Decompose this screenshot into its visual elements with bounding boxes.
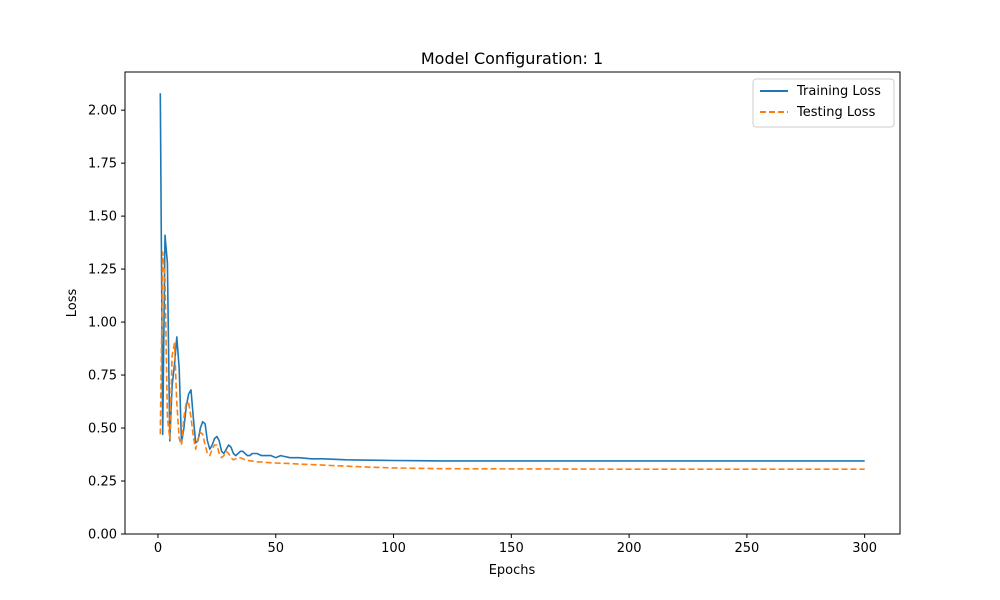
x-tick-label: 0 (154, 541, 162, 556)
x-tick-label: 250 (734, 541, 759, 556)
y-tick-label: 1.25 (88, 263, 117, 278)
series-line-testing-loss (159, 251, 865, 470)
plot-frame (124, 71, 901, 535)
y-tick-label: 0.00 (88, 528, 117, 543)
legend: Training Loss Testing Loss (752, 78, 895, 128)
x-tick-label: 200 (617, 541, 642, 556)
legend-label-testing-loss: Testing Loss (796, 105, 876, 120)
y-tick-label: 1.00 (88, 316, 117, 331)
legend-box (752, 78, 895, 128)
plot-lines (159, 93, 865, 470)
y-tick-label: 1.75 (88, 157, 117, 172)
y-tick-label: 2.00 (88, 104, 117, 119)
x-axis-label: Epochs (489, 563, 536, 578)
y-tick-label: 0.75 (88, 369, 117, 384)
y-axis-label: Loss (65, 289, 80, 318)
y-tick-label: 1.50 (88, 210, 117, 225)
x-tick-label: 100 (381, 541, 406, 556)
y-tick-label: 0.25 (88, 475, 117, 490)
x-tick-label: 150 (499, 541, 524, 556)
x-tick-label: 300 (852, 541, 877, 556)
chart-title: Model Configuration: 1 (421, 49, 603, 68)
x-axis-ticks: 0 50 100 150 200 250 300 (154, 534, 877, 556)
y-axis-ticks: 0.00 0.25 0.50 0.75 1.00 1.25 1.50 1.75 2.00 (88, 104, 125, 543)
legend-label-training-loss: Training Loss (796, 84, 881, 99)
series-line-training-loss (159, 93, 865, 462)
y-tick-label: 0.50 (88, 422, 117, 437)
x-tick-label: 50 (267, 541, 284, 556)
